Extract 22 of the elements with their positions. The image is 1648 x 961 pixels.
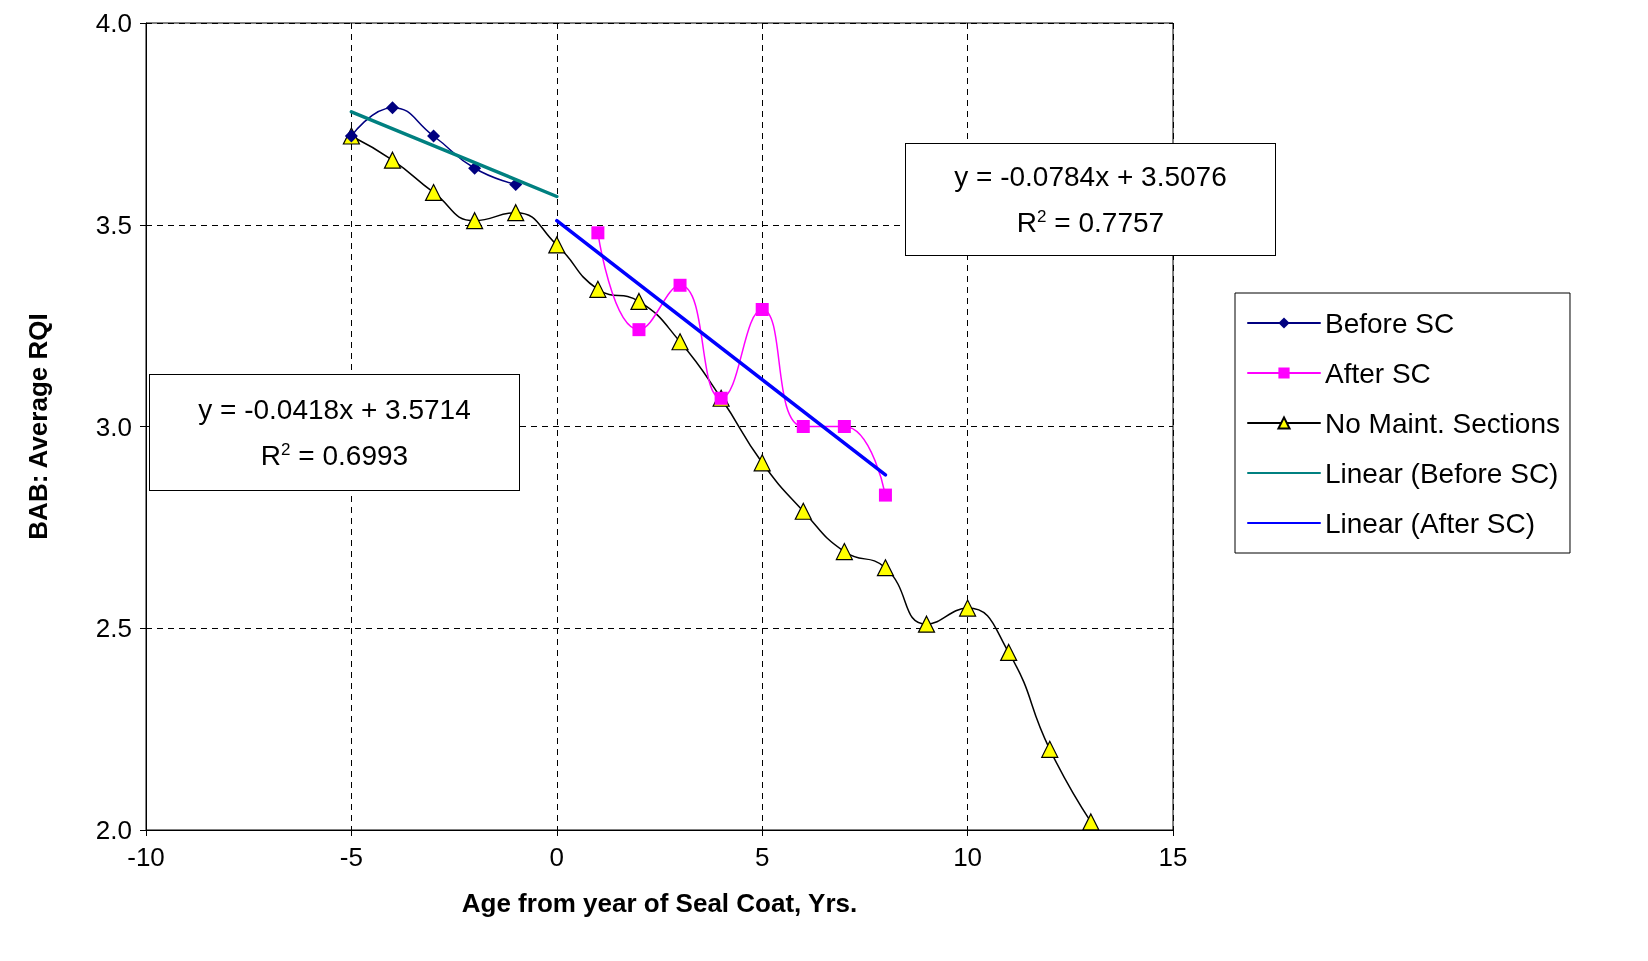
x-tick-label: 10 xyxy=(953,842,983,872)
y-tick-label: 3.0 xyxy=(95,411,132,442)
y-tick-label: 3.5 xyxy=(95,209,132,240)
x-tick-label: 15 xyxy=(1158,842,1188,872)
y-tick-label: 2.0 xyxy=(95,815,132,845)
legend-label: Before SC xyxy=(1325,307,1455,339)
legend-label: No Maint. Sections xyxy=(1325,407,1560,439)
x-tick-label: 5 xyxy=(754,842,770,872)
x-tick-label: 0 xyxy=(549,842,565,872)
text-box: y = -0.0784x + 3.5076 R$^{2}$ = 0.7757 xyxy=(905,143,1276,256)
legend-label: Linear (Before SC) xyxy=(1325,457,1559,489)
annotation: y = -0.0418x + 3.5714 R$^{2}$ = 0.6993 xyxy=(197,392,472,473)
legend-label: Linear (After SC) xyxy=(1325,507,1536,539)
y-axis-title: BAB: Average RQI xyxy=(23,313,53,540)
y-tick-label: 4.0 xyxy=(95,8,132,38)
y-tick-label: 2.5 xyxy=(95,613,132,644)
text-box: y = -0.0418x + 3.5714 R$^{2}$ = 0.6993 xyxy=(149,374,520,491)
annotation: y = -0.0784x + 3.5076 R$^{2}$ = 0.7757 xyxy=(953,159,1228,240)
x-tick-label: -10 xyxy=(127,842,165,872)
legend-label: After SC xyxy=(1325,357,1431,389)
x-axis-title: Age from year of Seal Coat, Yrs. xyxy=(461,888,858,918)
x-tick-label: -5 xyxy=(339,842,363,872)
